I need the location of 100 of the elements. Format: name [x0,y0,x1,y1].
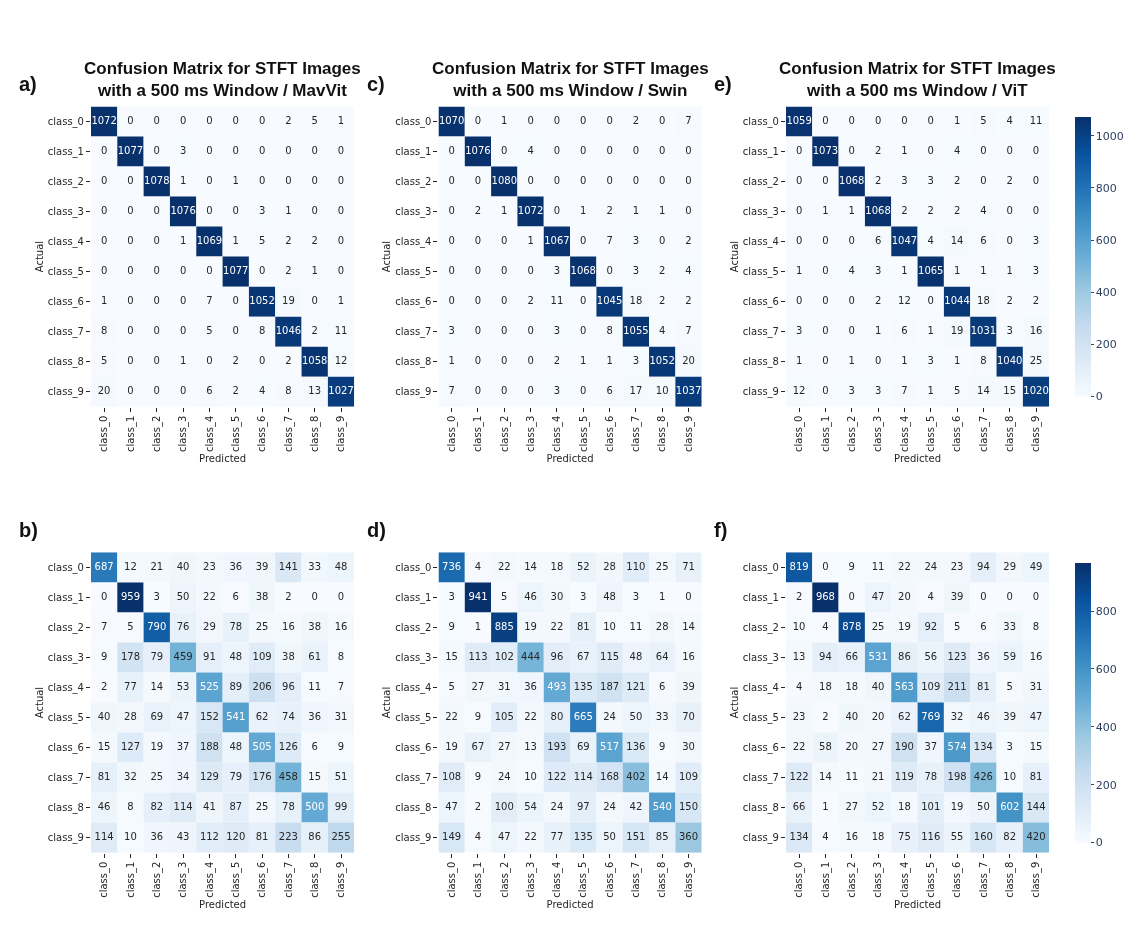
data-label: 12 [792,385,806,397]
data-label: 0 [127,235,134,247]
data-label: 24 [550,801,564,813]
data-label: 540 [652,801,672,813]
data-label: 1 [953,355,961,367]
data-label: 1020 [1023,385,1049,397]
data-label: 1 [179,355,187,367]
x-tick-label: class_4 [203,415,216,452]
data-label: 176 [252,771,272,783]
data-label: 0 [127,385,134,397]
data-label: 0 [606,145,613,156]
data-label: 18 [845,680,859,692]
data-label: 20 [871,711,885,723]
data-label: 0 [448,205,455,217]
x-tick-label: class_7 [977,861,990,898]
data-label: 47 [445,801,458,813]
data-label: 4 [927,590,934,602]
data-label: 20 [898,590,911,602]
data-label: 4 [795,680,803,692]
data-label: 4 [474,831,482,843]
data-label: 144 [1026,801,1046,813]
data-label: 1080 [491,175,517,187]
data-label: 58 [819,741,832,753]
data-label: 2 [527,295,534,307]
data-label: 5 [953,620,961,632]
data-label: 4 [258,385,266,397]
data-label: 5 [1006,680,1013,692]
data-label: 29 [1003,560,1017,572]
data-label: 5 [953,385,961,397]
y-tick-label: class_7 [742,326,779,339]
data-label: 0 [100,590,108,602]
data-label: 3 [580,590,587,602]
x-tick-label: class_1 [472,861,485,898]
data-label: 1 [980,265,987,277]
data-label: 16 [845,831,859,843]
x-tick-label: class_5 [577,415,590,452]
data-label: 0 [795,145,803,156]
data-label: 0 [127,205,134,217]
data-label: 3 [448,325,455,337]
data-label: 0 [580,175,587,187]
data-label: 1 [822,205,829,217]
data-label: 116 [921,831,941,843]
data-label: 0 [501,355,508,367]
y-tick-label: class_2 [47,621,84,634]
data-label: 12 [124,560,137,572]
data-label: 2 [953,205,961,217]
data-label: 16 [282,620,295,632]
data-label: 91 [203,650,216,662]
data-label: 0 [179,114,187,126]
data-label: 2 [100,680,108,692]
data-label: 0 [659,145,666,156]
data-label: 9 [337,741,345,753]
data-label: 89 [229,680,243,692]
data-label: 36 [308,711,322,723]
data-label: 1068 [570,265,596,277]
data-label: 3 [553,265,561,277]
x-tick-label: class_4 [898,861,911,898]
data-label: 46 [977,711,990,723]
y-tick-label: class_0 [47,115,84,128]
data-label: 38 [255,590,269,602]
data-label: 52 [576,560,590,572]
data-label: 14 [682,620,695,632]
data-label: 0 [527,355,534,367]
data-label: 7 [685,114,692,126]
data-label: 7 [337,680,345,692]
x-axis-title: Predicted [199,899,247,911]
data-label: 3 [927,355,934,367]
x-tick-label: class_0 [445,415,458,452]
data-label: 0 [527,265,534,277]
data-label: 37 [924,741,938,753]
data-label: 9 [474,711,482,723]
data-label: 0 [795,205,803,217]
data-label: 25 [255,620,269,632]
data-label: 0 [822,325,829,337]
data-label: 39 [1003,711,1017,723]
data-label: 8 [258,325,266,337]
data-label: 4 [822,831,829,843]
data-label: 22 [524,711,537,723]
data-label: 2 [285,235,292,247]
data-label: 563 [894,680,914,692]
data-label: 12 [334,355,348,367]
data-label: 2 [795,590,803,602]
data-label: 0 [474,175,482,187]
data-label: 2 [285,114,292,126]
data-label: 70 [682,711,695,723]
data-label: 150 [679,801,699,813]
data-label: 48 [229,650,243,662]
data-label: 53 [176,680,190,692]
data-label: 78 [924,771,938,783]
data-label: 0 [580,145,587,156]
color-bar-label: 0 [1095,836,1103,850]
data-label: 0 [980,590,987,602]
data-label: 102 [494,650,514,662]
y-tick-label: class_3 [47,651,84,664]
data-label: 0 [179,295,187,307]
data-label: 3 [795,325,803,337]
data-label: 3 [1006,741,1013,753]
data-label: 458 [278,771,298,783]
data-label: 190 [894,741,914,753]
y-tick-label: class_2 [742,621,779,634]
